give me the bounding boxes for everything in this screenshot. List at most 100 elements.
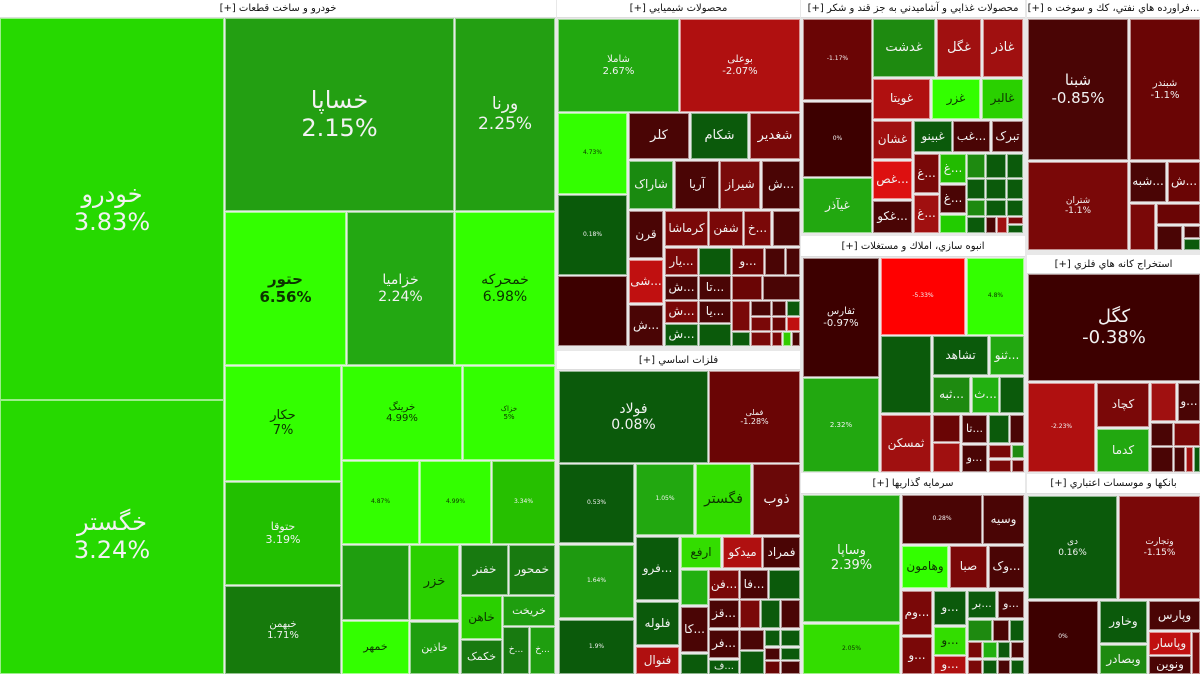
stock-tile[interactable]: ...و <box>1178 383 1200 421</box>
stock-tile[interactable]: 4.73% <box>558 113 627 194</box>
stock-tile[interactable] <box>989 415 1009 443</box>
stock-tile[interactable]: ...و <box>732 248 764 275</box>
stock-tile[interactable]: خکمک <box>461 640 502 674</box>
stock-tile[interactable]: ...ش <box>665 301 698 323</box>
stock-tile[interactable] <box>787 301 800 316</box>
stock-tile[interactable] <box>986 200 1006 216</box>
stock-tile[interactable] <box>732 276 762 300</box>
stock-tile[interactable] <box>681 570 708 605</box>
stock-tile[interactable]: ...یار <box>665 248 698 275</box>
stock-tile[interactable] <box>986 217 996 233</box>
stock-tile[interactable] <box>783 332 791 346</box>
stock-tile[interactable]: غالبر <box>982 79 1023 119</box>
stock-tile[interactable] <box>781 600 800 628</box>
stock-tile[interactable]: دی 0.16% <box>1028 496 1117 599</box>
stock-tile[interactable]: حکار 7% <box>225 366 341 481</box>
stock-tile[interactable] <box>792 332 800 346</box>
stock-tile[interactable]: ثفارس -0.97% <box>803 258 879 377</box>
stock-tile[interactable] <box>1184 239 1200 250</box>
stock-tile[interactable]: فنوال <box>636 647 679 674</box>
stock-tile[interactable] <box>1151 423 1173 446</box>
stock-tile[interactable]: کرماشا <box>665 211 708 246</box>
sector-header[interactable]: محصولات شيميايي [+] <box>557 0 800 18</box>
sector-header[interactable]: خودرو و ساخت قطعات [+] <box>0 0 556 18</box>
stock-tile[interactable]: میدکو <box>723 537 762 568</box>
stock-tile[interactable]: ...غ <box>940 154 966 183</box>
stock-tile[interactable] <box>751 301 771 316</box>
stock-tile[interactable]: خمهر <box>342 621 409 674</box>
stock-tile[interactable]: ...یا <box>699 301 731 323</box>
stock-tile[interactable]: -2.23% <box>1028 383 1095 472</box>
stock-tile[interactable] <box>772 332 782 346</box>
stock-tile[interactable]: کگل -0.38% <box>1028 274 1200 381</box>
stock-tile[interactable]: وبصادر <box>1100 645 1147 674</box>
stock-tile[interactable]: ...و <box>934 656 966 674</box>
stock-tile[interactable]: قرن <box>629 211 663 258</box>
sector-header[interactable]: انبوه سازي، املاك و مستغلات [+] <box>801 236 1025 257</box>
sector-header[interactable]: ...فراورده هاي نفتي، كك و سوخت ه [+] <box>1027 0 1200 18</box>
stock-tile[interactable]: ...ش <box>665 276 698 300</box>
stock-tile[interactable]: حتور 6.56% <box>225 212 346 365</box>
stock-tile[interactable]: ...فرو <box>636 537 679 600</box>
stock-tile[interactable]: بوعلی -2.07% <box>680 19 800 112</box>
stock-tile[interactable]: ...و <box>934 591 966 625</box>
stock-tile[interactable]: خبهمن 1.71% <box>225 586 341 674</box>
stock-tile[interactable] <box>765 248 785 275</box>
sector-header[interactable]: بانكها و موسسات اعتباري [+] <box>1027 474 1200 494</box>
stock-tile[interactable] <box>940 215 966 233</box>
stock-tile[interactable] <box>967 154 985 178</box>
stock-tile[interactable]: 1.9% <box>559 620 634 674</box>
stock-tile[interactable] <box>781 630 800 646</box>
stock-tile[interactable]: غبینو <box>914 121 952 152</box>
stock-tile[interactable]: ...شی <box>629 260 663 303</box>
stock-tile[interactable]: وپارس <box>1149 601 1200 630</box>
stock-tile[interactable]: کلر <box>629 113 689 159</box>
stock-tile[interactable]: صبا <box>950 546 987 588</box>
sector-header[interactable]: فلزات اساسي [+] <box>557 351 800 370</box>
stock-tile[interactable] <box>968 642 982 658</box>
stock-tile[interactable]: غاذر <box>983 19 1023 77</box>
stock-tile[interactable] <box>1007 200 1023 216</box>
stock-tile[interactable] <box>986 154 1006 178</box>
stock-tile[interactable] <box>1008 217 1023 224</box>
stock-tile[interactable] <box>1174 423 1200 446</box>
stock-tile[interactable] <box>1151 383 1176 421</box>
stock-tile[interactable]: 4.8% <box>967 258 1024 335</box>
stock-tile[interactable]: ...غ <box>914 154 939 193</box>
stock-tile[interactable] <box>1192 632 1200 674</box>
stock-tile[interactable]: 0.28% <box>902 495 982 544</box>
stock-tile[interactable]: 4.99% <box>420 461 491 544</box>
stock-tile[interactable] <box>1012 445 1024 458</box>
stock-tile[interactable] <box>342 545 409 620</box>
stock-tile[interactable] <box>933 443 960 472</box>
stock-tile[interactable] <box>998 642 1010 658</box>
stock-tile[interactable]: خزر <box>410 545 459 620</box>
stock-tile[interactable]: فلوله <box>636 602 679 645</box>
stock-tile[interactable]: خودرو 3.83% <box>0 18 224 400</box>
stock-tile[interactable] <box>1194 447 1200 472</box>
stock-tile[interactable] <box>1186 447 1193 472</box>
stock-tile[interactable]: غیآذر <box>803 178 872 233</box>
stock-tile[interactable] <box>983 642 997 658</box>
stock-tile[interactable]: ...ش <box>665 324 698 346</box>
stock-tile[interactable]: غدشت <box>873 19 935 77</box>
stock-tile[interactable]: 0% <box>803 102 872 177</box>
stock-tile[interactable]: ...ش <box>629 305 663 346</box>
stock-tile[interactable]: شکام <box>691 113 748 159</box>
stock-tile[interactable]: خمحور <box>509 545 555 595</box>
stock-tile[interactable]: ...ثنو <box>990 336 1024 375</box>
stock-tile[interactable]: فگستر <box>696 464 751 535</box>
stock-tile[interactable] <box>983 660 997 674</box>
stock-tile[interactable]: ...غ <box>940 185 966 213</box>
stock-tile[interactable] <box>1011 660 1024 674</box>
stock-tile[interactable]: ...فن <box>709 570 739 599</box>
stock-tile[interactable]: خزاک 5% <box>463 366 555 460</box>
stock-tile[interactable] <box>787 317 800 331</box>
stock-tile[interactable] <box>772 301 786 316</box>
stock-tile[interactable]: 0.18% <box>558 195 627 275</box>
stock-tile[interactable]: 2.32% <box>803 378 879 472</box>
stock-tile[interactable] <box>986 179 1006 199</box>
stock-tile[interactable]: شاملا 2.67% <box>558 19 679 112</box>
stock-tile[interactable]: شیراز <box>720 161 760 209</box>
stock-tile[interactable] <box>1184 226 1200 238</box>
